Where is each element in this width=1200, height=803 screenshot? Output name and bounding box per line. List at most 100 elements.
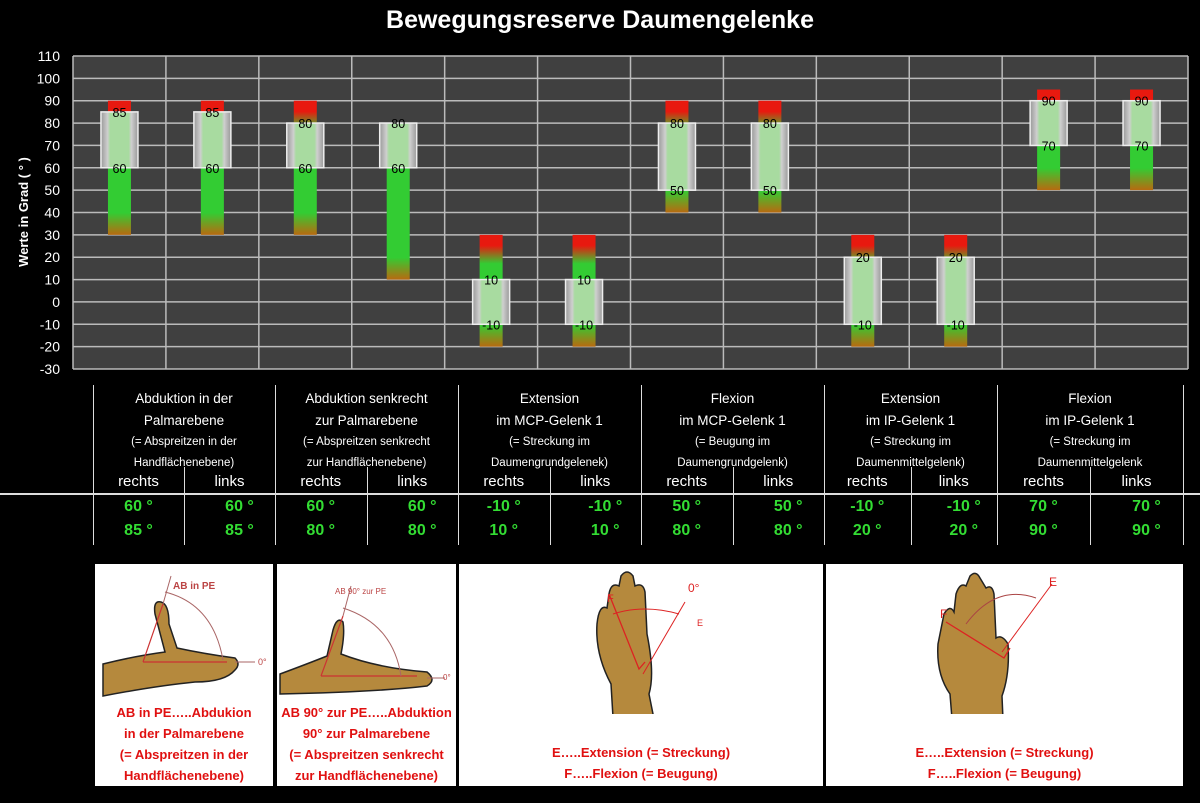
value-low: -10 ° xyxy=(946,498,981,515)
data-label-low: -10 xyxy=(854,318,872,332)
rechts-label: rechts xyxy=(118,473,159,490)
table-column-divider xyxy=(458,385,459,545)
value-low: 60 ° xyxy=(407,498,437,515)
y-axis-label: Werte in Grad ( ° ) xyxy=(16,157,31,267)
table-group-header: Flexion im MCP-Gelenk 1 (= Beugung im Daume… xyxy=(641,388,824,474)
value-low: 60 ° xyxy=(124,498,153,515)
header-line: (= Abspreitzen in der xyxy=(131,436,237,448)
data-label-high: 10 xyxy=(577,274,591,288)
illustration-panel: F 0° E E…..Extension (= Streckung) F…..Fle… xyxy=(459,564,823,786)
table-column-divider xyxy=(275,385,276,545)
table-group-header: Abduktion in der Palmarebene (= Abspreitze… xyxy=(93,388,275,474)
illustration-caption: AB in PE…..Abdukion in der Palmarebene (= … xyxy=(95,702,273,786)
y-tick-label: 110 xyxy=(38,48,61,64)
y-tick-label: 70 xyxy=(44,137,60,153)
rechts-label: rechts xyxy=(483,473,525,490)
measured-box xyxy=(378,122,418,169)
data-label-high: 90 xyxy=(1042,95,1056,109)
caption-line: E…..Extension (= Streckung) xyxy=(915,745,1094,760)
hand-illustration: F E xyxy=(937,572,1057,714)
value-low: 60 ° xyxy=(225,498,254,515)
sub-column-divider xyxy=(366,467,368,545)
table-group-header: Extension im MCP-Gelenk 1 (= Streckung im D… xyxy=(458,388,641,474)
value-high: 85 ° xyxy=(225,522,254,539)
links-label: links xyxy=(763,473,794,490)
sub-column-divider xyxy=(184,467,185,545)
header-line: zur Handflächenebene) xyxy=(306,457,427,469)
header-line: Palmarebene xyxy=(143,413,225,428)
value-high: 10 ° xyxy=(489,522,519,539)
data-label-high: 80 xyxy=(298,117,312,131)
illustration-panel: F E E…..Extension (= Streckung) F…..Flexio… xyxy=(826,564,1183,786)
diagram-label: E xyxy=(1049,575,1057,589)
illustration-panel: AB 90° zur PE 0° AB 90° zur PE…..Abduktio… xyxy=(277,564,456,786)
table-column-divider xyxy=(997,385,998,545)
data-label-low: -10 xyxy=(482,318,500,332)
value-high: 90 ° xyxy=(1029,522,1058,539)
y-tick-label: 20 xyxy=(44,249,60,265)
value-low: 50 ° xyxy=(672,498,702,515)
y-tick-label: 90 xyxy=(44,93,60,109)
value-high: 80 ° xyxy=(773,522,803,539)
data-label-high: 80 xyxy=(670,117,684,131)
header-line: Daumenmittelgelenk xyxy=(1037,457,1143,469)
table-group-header: Flexion im IP-Gelenk 1 (= Streckung im Daum… xyxy=(997,388,1183,474)
data-label-low: 70 xyxy=(1042,139,1056,153)
header-line: (= Streckung im xyxy=(1049,436,1131,448)
measured-box xyxy=(1122,99,1161,147)
header-line: (= Beugung im xyxy=(694,436,771,448)
y-tick-label: -20 xyxy=(40,339,60,355)
y-tick-label: 10 xyxy=(44,272,60,288)
header-line: zur Palmarebene xyxy=(315,413,418,428)
data-label-high: 10 xyxy=(484,274,498,288)
value-high: 80 ° xyxy=(306,522,336,539)
y-tick-label: 50 xyxy=(44,182,60,198)
illustration-caption: E…..Extension (= Streckung) F…..Flexion (… xyxy=(459,742,823,784)
y-tick-label: -10 xyxy=(40,316,60,332)
sub-column-divider xyxy=(1090,467,1091,545)
data-label-low: 60 xyxy=(205,162,219,176)
header-line: Daumengrundgelenek) xyxy=(491,457,608,469)
hand-illustration: F 0° E xyxy=(596,571,703,714)
chart-title: Bewegungsreserve Daumengelenke xyxy=(386,6,814,34)
caption-line: E…..Extension (= Streckung) xyxy=(551,745,731,760)
data-label-low: 60 xyxy=(113,162,127,176)
illustration-panel: AB in PE 0° AB in PE…..Abdukion in der Pal… xyxy=(95,564,273,786)
sub-column-divider xyxy=(910,467,912,545)
measured-box xyxy=(657,122,697,191)
measured-box xyxy=(1029,99,1068,147)
table-column-divider xyxy=(641,385,642,545)
value-low: -10 ° xyxy=(850,498,885,515)
data-label-low: 60 xyxy=(391,162,405,176)
range-chart: Werte in Grad ( ° ) 11010090807060504030… xyxy=(16,48,1189,377)
links-label: links xyxy=(938,473,969,490)
hand-illustration: AB 90° zur PE 0° xyxy=(279,585,451,695)
header-line: Extension xyxy=(519,391,580,406)
value-high: 10 ° xyxy=(590,522,620,539)
data-label-high: 85 xyxy=(205,106,219,120)
measured-box xyxy=(100,111,139,169)
hand-illustration: AB in PE 0° xyxy=(102,575,267,697)
rechts-label: rechts xyxy=(1023,473,1064,490)
data-label-low: 60 xyxy=(298,162,312,176)
links-label: links xyxy=(1121,473,1152,490)
illustration-caption: AB 90° zur PE…..Abduktion 90° zur Palmare… xyxy=(277,702,456,786)
caption-line: Handflächenebene) xyxy=(124,768,244,783)
data-label-high: 90 xyxy=(1135,95,1149,109)
measured-box xyxy=(286,122,325,169)
header-line: im IP-Gelenk 1 xyxy=(1045,413,1135,428)
value-high: 80 ° xyxy=(672,522,702,539)
header-line: (= Streckung im xyxy=(870,436,951,448)
header-line: Abduktion in der xyxy=(135,391,233,406)
data-label-low: -10 xyxy=(575,318,593,332)
table-column-divider xyxy=(1183,385,1184,545)
header-line: Abduktion senkrecht xyxy=(305,391,428,406)
caption-line: F…..Flexion (= Beugung) xyxy=(564,766,718,781)
sub-column-divider xyxy=(549,467,551,545)
diagram-label: F xyxy=(607,593,614,605)
data-label-low: 50 xyxy=(763,184,777,198)
rechts-label: rechts xyxy=(300,473,342,490)
measured-box xyxy=(193,111,232,169)
data-label-high: 80 xyxy=(763,117,777,131)
caption-line: in der Palmarebene xyxy=(124,726,244,741)
